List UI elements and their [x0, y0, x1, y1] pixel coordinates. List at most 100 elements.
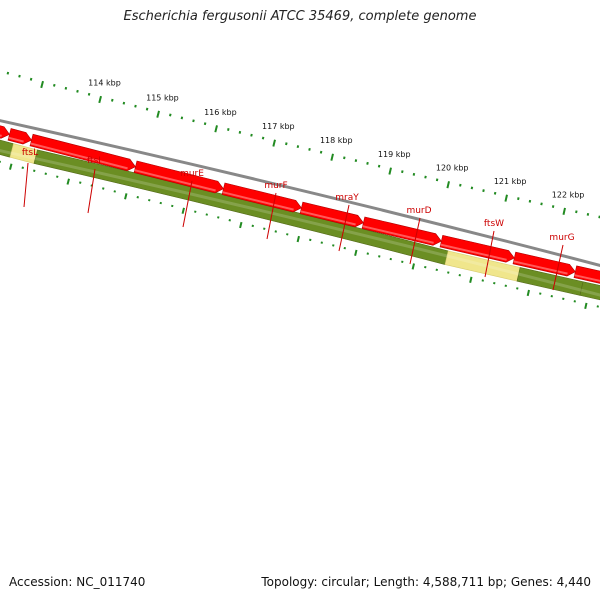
band-highlight	[0, 149, 600, 297]
scale-tick	[180, 116, 184, 120]
scale-label: 118 kbp	[320, 136, 353, 145]
cds-highlight	[134, 169, 216, 192]
scale-tick	[388, 167, 392, 175]
scale-tick	[134, 104, 137, 108]
scale-tick	[459, 183, 462, 187]
cds-arrow	[512, 251, 576, 277]
scale-tick	[9, 163, 13, 170]
gene-label-murD: murD	[406, 206, 431, 216]
genome-backbone	[0, 119, 600, 268]
scale-tick	[44, 172, 47, 175]
gene-label-ftsI: ftsI	[87, 156, 101, 166]
scale-tick	[343, 156, 346, 160]
leader-line-ftsW	[484, 230, 495, 278]
scale-tick	[528, 199, 532, 203]
scale-tick	[214, 125, 218, 133]
scale-tick	[354, 159, 358, 163]
cds-arrow	[29, 133, 136, 172]
cds-arrow	[0, 125, 10, 139]
gene-label-murG: murG	[549, 233, 574, 243]
scale-tick	[469, 276, 473, 283]
map-title: Escherichia fergusonii ATCC 35469, compl…	[123, 9, 477, 24]
cds-highlight	[30, 142, 128, 170]
leader-line-murG	[552, 244, 564, 291]
scale-tick	[424, 175, 427, 179]
gene-segment	[579, 281, 600, 301]
cds-arrow-track	[0, 125, 600, 284]
cds-arrow	[133, 160, 224, 194]
leader-line-murE	[182, 180, 193, 228]
gene-band-track	[0, 139, 600, 301]
scale-tick	[227, 128, 230, 131]
scale-tick	[540, 202, 543, 206]
feature-ticks	[0, 160, 599, 310]
scale-tick	[98, 95, 102, 104]
cds-arrow	[221, 182, 302, 213]
cds-arrow	[299, 201, 364, 228]
scale-tick	[517, 197, 520, 201]
scale-tick	[64, 86, 68, 90]
scale-tick	[124, 193, 128, 200]
scale-tick	[6, 71, 10, 75]
scale-labels: 114 kbp 115 kbp 116 kbp 117 kbp 118 kbp 119 k…	[88, 79, 584, 200]
cds-arrow	[573, 265, 600, 284]
scale-tick	[272, 139, 276, 147]
cds-arrow	[7, 128, 32, 145]
scale-label: 117 kbp	[262, 122, 295, 131]
scale-tick	[330, 153, 334, 161]
scale-tick	[145, 107, 149, 111]
scale-tick	[111, 98, 114, 102]
scale-label: 121 kbp	[494, 177, 527, 186]
backbone-line	[0, 119, 600, 268]
scale-tick	[377, 164, 381, 168]
scale-tick	[40, 80, 44, 89]
scale-label: 114 kbp	[88, 79, 121, 88]
topology-label: Topology: circular; Length: 4,588,711 bp…	[261, 575, 591, 589]
gene-label-murE: murE	[180, 169, 204, 179]
scale-label: 116 kbp	[204, 108, 237, 117]
scale-tick	[156, 110, 160, 118]
scale-tick	[66, 178, 70, 185]
cds-highlight	[513, 260, 568, 275]
scale-tick	[493, 191, 497, 195]
cds-highlight	[222, 191, 294, 211]
leader-line-murF	[266, 192, 277, 240]
leader-line-ftsI	[87, 168, 96, 214]
accession-label: Accession: NC_011740	[9, 575, 146, 589]
gene-labels: ftsL ftsI murE murF mraY murD ftsW murG	[22, 148, 575, 243]
scale-tick	[296, 235, 300, 243]
scale-tick	[411, 263, 415, 270]
gene-label-ftsL: ftsL	[22, 148, 38, 158]
scale-dots	[6, 71, 600, 219]
scale-tick	[238, 130, 242, 134]
scale-tick	[21, 166, 24, 169]
scale-label: 115 kbp	[146, 93, 179, 102]
scale-tick	[366, 161, 369, 165]
scale-tick	[18, 74, 21, 78]
scale-tick	[169, 113, 172, 117]
scale-tick	[122, 101, 126, 105]
scale-tick	[584, 302, 588, 310]
leader-line-murD	[409, 217, 421, 265]
scale-tick	[192, 119, 195, 123]
gene-label-mraY: mraY	[335, 193, 359, 203]
scale-tick	[308, 147, 311, 151]
scale-tick	[33, 169, 36, 172]
scale-tick	[575, 210, 578, 214]
scale-tick	[586, 212, 590, 216]
scale-tick	[285, 142, 288, 146]
scale-tick	[29, 77, 33, 81]
scale-tick	[504, 194, 508, 202]
cds-highlight	[300, 210, 356, 226]
scale-tick	[203, 122, 207, 126]
scale-tick	[296, 145, 300, 149]
scale-tick	[261, 136, 265, 140]
cds-highlight	[362, 225, 434, 244]
scale-tick	[250, 133, 253, 137]
scale-tick	[446, 181, 450, 189]
scale-tick	[87, 92, 91, 96]
scale-tick	[401, 170, 404, 174]
scale-tick	[435, 178, 439, 182]
scale-tick	[470, 186, 474, 190]
